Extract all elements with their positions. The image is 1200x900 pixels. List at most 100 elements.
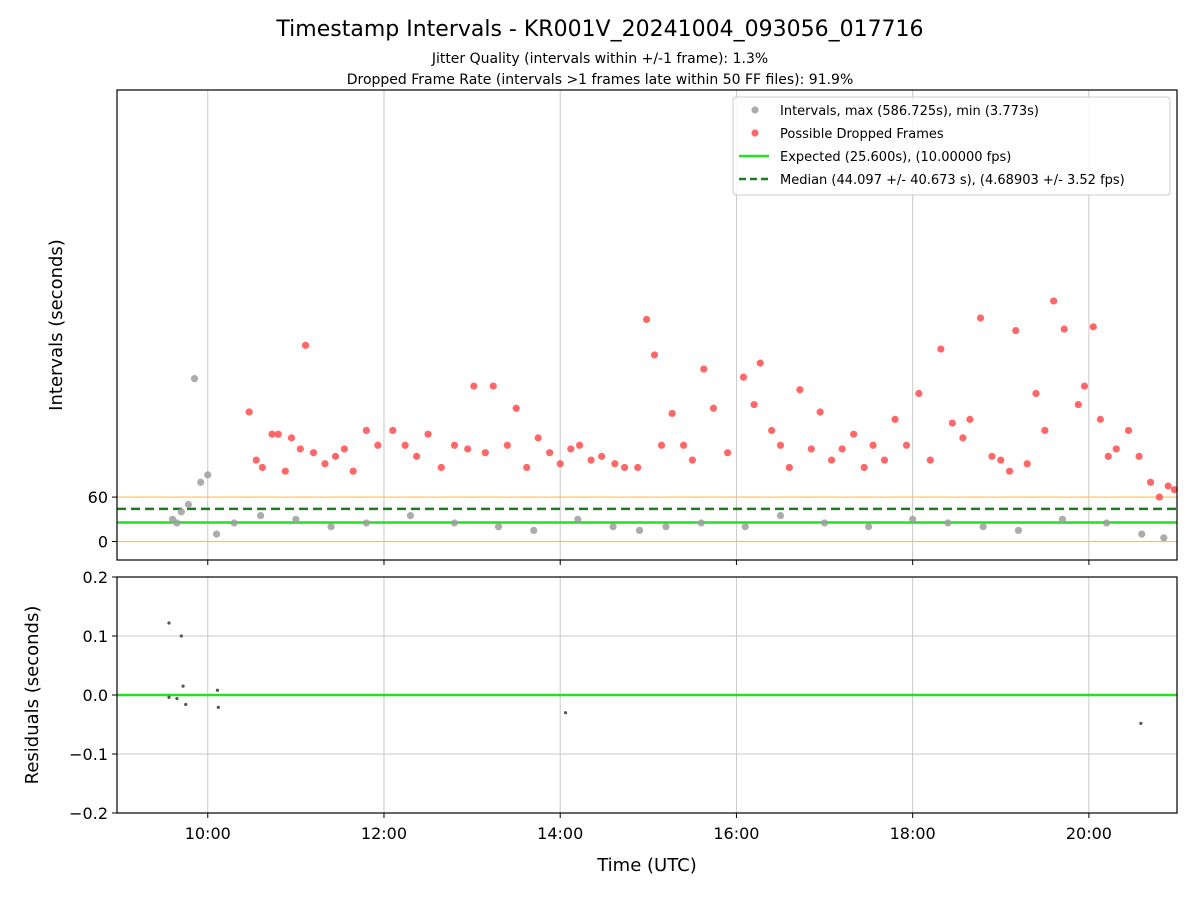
dropped-frame-point-29: [534, 434, 542, 442]
interval-point-26: [909, 515, 917, 523]
legend-label-0: Intervals, max (586.725s), min (3.773s): [780, 104, 1039, 119]
dropped-frame-point-39: [642, 315, 651, 324]
dropped-frame-point-17: [401, 441, 409, 449]
chart-title: Timestamp Intervals - KR001V_20241004_09…: [275, 17, 923, 42]
dropped-frame-point-44: [688, 456, 696, 464]
dropped-frame-point-76: [1023, 460, 1031, 468]
interval-point-32: [1138, 530, 1146, 538]
dropped-frame-point-67: [937, 345, 945, 353]
interval-point-3: [184, 500, 192, 509]
dropped-frame-point-43: [679, 441, 688, 449]
dropped-frame-point-57: [827, 456, 836, 464]
legend-marker-1: [751, 129, 759, 137]
interval-point-9: [257, 511, 265, 520]
residual-point-3: [167, 695, 171, 699]
interval-point-17: [574, 515, 582, 523]
residual-point-1: [179, 634, 183, 638]
dropped-frame-point-36: [611, 460, 619, 468]
dropped-frame-point-63: [891, 415, 899, 423]
dropped-frame-point-23: [470, 382, 478, 390]
dropped-frame-point-22: [464, 445, 472, 453]
dropped-frame-point-82: [1080, 382, 1089, 390]
interval-point-19: [635, 526, 644, 534]
dropped-frame-point-86: [1112, 445, 1120, 453]
dropped-frame-point-64: [902, 441, 911, 449]
legend-box: [732, 96, 1171, 196]
dropped-frame-point-9: [309, 449, 318, 457]
interval-point-10: [292, 515, 300, 523]
dropped-frame-point-24: [481, 449, 489, 457]
interval-point-18: [609, 523, 617, 531]
dropped-frame-point-48: [739, 373, 748, 381]
dropped-frame-point-3: [268, 430, 276, 438]
interval-point-12: [362, 519, 370, 527]
interval-point-6: [204, 471, 212, 479]
residual-point-4: [175, 696, 179, 701]
dropped-frame-point-75: [1012, 326, 1020, 335]
dropped-frame-point-0: [245, 408, 253, 416]
residual-point-0: [167, 621, 171, 625]
x-axis-label: Time (UTC): [596, 855, 697, 876]
top-y-axis-label: Intervals (seconds): [46, 239, 67, 411]
dropped-frame-point-77: [1032, 389, 1040, 398]
dropped-frame-point-66: [926, 456, 934, 464]
dropped-frame-point-50: [756, 359, 764, 367]
residual-point-5: [184, 702, 188, 707]
interval-point-22: [741, 523, 749, 531]
top-y-tick-label-0: 0: [98, 532, 108, 551]
interval-point-33: [1160, 534, 1168, 542]
residual-point-9: [1139, 721, 1143, 725]
dropped-frame-point-91: [1164, 482, 1172, 490]
dropped-frame-point-46: [709, 404, 718, 412]
interval-point-16: [530, 526, 538, 534]
interval-point-29: [1014, 526, 1022, 534]
legend-marker-0: [751, 106, 759, 114]
dropped-frame-point-32: [567, 445, 575, 453]
dropped-frame-point-5: [281, 467, 289, 475]
dropped-frame-point-7: [296, 445, 304, 453]
dropped-frame-point-70: [966, 415, 974, 423]
x-tick-label-1: 12:00: [361, 824, 407, 843]
dropped-frame-point-87: [1124, 426, 1133, 435]
interval-point-4: [190, 375, 199, 383]
bottom-panel-frame: [116, 576, 1178, 814]
interval-point-23: [776, 511, 785, 520]
interval-point-21: [697, 519, 705, 527]
dropped-frame-point-58: [838, 445, 846, 453]
dropped-frame-point-19: [424, 430, 432, 438]
dropped-frame-point-78: [1041, 426, 1049, 435]
dropped-frame-point-56: [816, 408, 824, 416]
dropped-frame-point-16: [389, 426, 397, 435]
dropped-frame-point-55: [807, 445, 815, 453]
dropped-frame-point-60: [860, 463, 868, 472]
interval-point-15: [494, 523, 503, 531]
legend-label-2: Expected (25.600s), (10.00000 fps): [780, 150, 1011, 165]
dropped-frame-point-38: [634, 463, 642, 472]
dropped-frame-point-59: [850, 430, 858, 438]
dropped-frame-point-92: [1170, 486, 1178, 494]
interval-point-8: [230, 519, 238, 527]
dropped-frame-point-11: [331, 452, 340, 460]
residual-point-2: [181, 684, 185, 688]
dropped-frame-point-28: [523, 463, 531, 472]
interval-point-28: [979, 523, 987, 531]
dropped-frame-point-74: [1005, 467, 1014, 475]
interval-point-25: [865, 523, 873, 531]
dropped-frame-point-52: [776, 441, 785, 449]
interval-point-14: [450, 519, 459, 527]
dropped-frame-point-69: [959, 434, 967, 442]
dropped-frame-point-33: [575, 441, 584, 449]
dropped-frame-point-85: [1104, 452, 1112, 460]
dropped-frame-point-25: [489, 382, 497, 390]
interval-point-5: [197, 478, 205, 486]
interval-point-1: [173, 519, 181, 527]
dropped-frame-point-71: [976, 314, 985, 322]
dropped-frame-point-8: [301, 341, 310, 349]
top-panel-frame: [116, 89, 1178, 561]
dropped-frame-point-14: [362, 426, 370, 435]
dropped-frame-point-72: [988, 452, 996, 460]
dropped-frame-point-27: [512, 404, 520, 412]
dropped-frame-point-12: [340, 445, 348, 453]
residual-point-6: [215, 688, 220, 692]
